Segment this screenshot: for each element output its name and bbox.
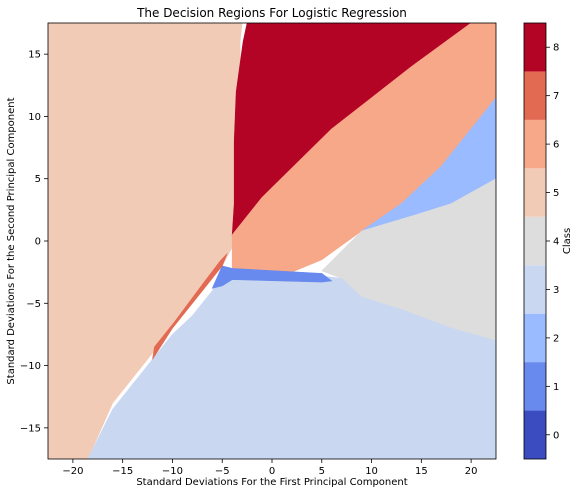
y-tick-label: −5 <box>26 299 41 310</box>
x-tick-label: −20 <box>62 466 83 477</box>
y-tick-label: 15 <box>28 50 41 61</box>
decision-regions <box>48 23 496 459</box>
colorbar-tick-label: 0 <box>553 430 559 441</box>
colorbar-tick-label: 5 <box>553 188 559 199</box>
x-tick-label: −15 <box>112 466 133 477</box>
x-tick-label: −5 <box>215 466 230 477</box>
colorbar-label: Class <box>562 228 573 254</box>
colorbar-swatch-6 <box>524 119 546 169</box>
x-tick-label: −10 <box>162 466 183 477</box>
colorbar-swatch-1 <box>524 362 546 411</box>
y-tick-label: −15 <box>20 423 41 434</box>
colorbar-tick-label: 7 <box>553 91 559 102</box>
colorbar-swatch-8 <box>524 23 546 72</box>
x-tick-label: 0 <box>269 466 275 477</box>
y-tick-label: 10 <box>28 112 41 123</box>
colorbar-tick-label: 6 <box>553 140 559 151</box>
region-class-1 <box>211 265 333 289</box>
chart-title: The Decision Regions For Logistic Regres… <box>136 6 407 20</box>
colorbar-tick-label: 2 <box>553 333 559 344</box>
colorbar: 0 1 2 3 4 5 6 7 8 <box>523 22 559 460</box>
y-tick-label: 0 <box>35 237 41 248</box>
colorbar-swatch-3 <box>524 265 546 314</box>
x-axis-label: Standard Deviations For the First Princi… <box>136 477 407 488</box>
x-tick-label: 20 <box>465 466 478 477</box>
colorbar-tick-label: 8 <box>553 43 559 54</box>
x-axis-ticks: −20 −15 −10 −5 0 5 10 15 20 <box>62 459 477 477</box>
colorbar-swatch-0 <box>524 410 546 459</box>
y-axis-label: Standard Deviations For the Second Princ… <box>6 97 17 384</box>
colorbar-swatch-2 <box>524 313 546 363</box>
colorbar-tick-label: 3 <box>553 285 559 296</box>
region-class-7 <box>152 253 228 360</box>
colorbar-swatch-4 <box>524 216 546 266</box>
colorbar-tick-label: 4 <box>553 237 559 248</box>
x-tick-label: 10 <box>365 466 378 477</box>
y-tick-label: −10 <box>20 361 41 372</box>
colorbar-swatch-5 <box>524 168 546 217</box>
x-tick-label: 15 <box>415 466 428 477</box>
y-tick-label: 5 <box>35 174 41 185</box>
x-tick-label: 5 <box>319 466 325 477</box>
colorbar-tick-label: 1 <box>553 382 559 393</box>
colorbar-swatch-7 <box>524 71 546 120</box>
y-axis-ticks: −15 −10 −5 0 5 10 15 <box>20 50 48 434</box>
